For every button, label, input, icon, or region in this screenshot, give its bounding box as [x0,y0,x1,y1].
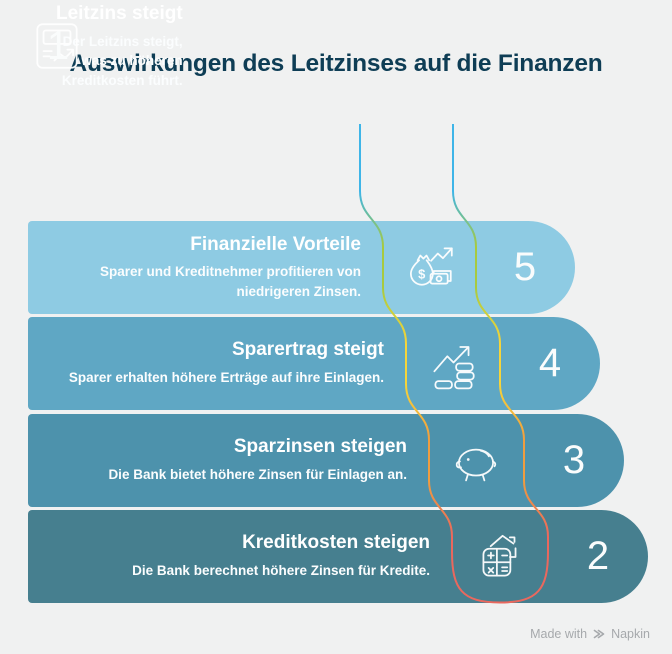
step-number: 1 [46,24,70,68]
step-number: 5 [513,245,537,289]
calculator-house-icon [471,527,529,585]
step-number: 4 [538,341,562,385]
report-chart-icon [28,17,86,75]
step-description: Sparer und Kreditnehmer profitieren von … [99,264,361,299]
made-with-label: Made with [530,627,588,641]
step-title: Sparzinsen steigen [233,436,407,458]
step-description: Sparer erhalten höhere Erträge auf ihre … [68,370,384,386]
step-text-block: Leitzins steigt Der Leitzins steigt, was… [28,0,183,93]
step-title: Leitzins steigt [56,2,183,24]
step-description: Die Bank bietet höhere Zinsen für Einlag… [108,467,407,483]
step-row-4: Sparertrag steigt Sparer erhalten höhere… [28,317,600,410]
step-description: Die Bank berechnet höhere Zinsen für Kre… [132,563,430,579]
svg-text:$: $ [418,266,426,281]
napkin-logo-icon [593,629,605,639]
money-bag-growth-icon: $ [400,238,458,296]
step-text-block: Finanzielle Vorteile Sparer und Kreditne… [28,221,361,314]
step-row-2: Kreditkosten steigen Die Bank berechnet … [28,510,648,603]
made-with-napkin-credit: Made with Napkin [530,627,650,641]
step-title: Sparertrag steigt [231,339,384,361]
step-title: Kreditkosten steigen [242,532,430,554]
step-title: Finanzielle Vorteile [190,233,361,255]
step-text-block: Sparertrag steigt Sparer erhalten höhere… [28,317,384,410]
step-number: 3 [562,438,586,482]
step-number: 2 [586,534,610,578]
step-row-5: Finanzielle Vorteile Sparer und Kreditne… [28,221,575,314]
step-text-block: Kreditkosten steigen Die Bank berechnet … [28,510,430,603]
piggy-bank-icon [447,431,505,489]
page-title: Auswirkungen des Leitzinses auf die Fina… [69,50,603,77]
step-description: Der Leitzins steigt, was zu höheren Kred… [61,33,183,88]
chart-coins-icon [424,334,482,392]
brand-label: Napkin [611,627,650,641]
step-row-3: Sparzinsen steigen Die Bank bietet höher… [28,414,624,507]
step-text-block: Sparzinsen steigen Die Bank bietet höher… [28,414,407,507]
